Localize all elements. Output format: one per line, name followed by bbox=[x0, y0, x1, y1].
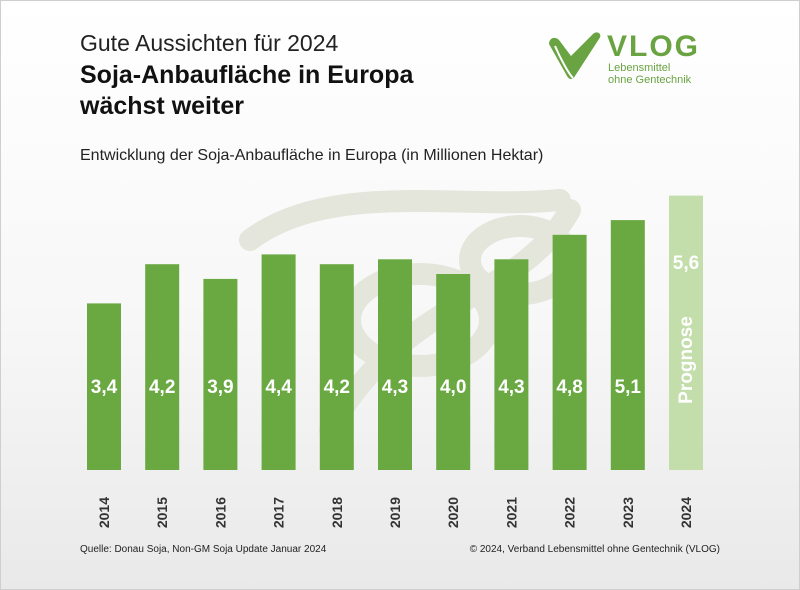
chart-subtitle: Entwicklung der Soja-Anbaufläche in Euro… bbox=[80, 147, 544, 164]
value-label-2021: 4,3 bbox=[498, 377, 524, 398]
logo-name: VLOG bbox=[607, 30, 701, 63]
x-tick-2014: 2014 bbox=[96, 497, 112, 528]
x-tick-2015: 2015 bbox=[154, 497, 170, 528]
value-label-2016: 3,9 bbox=[207, 377, 233, 398]
logo-tagline-line-2: ohne Gentechnik bbox=[608, 74, 692, 86]
headline: Soja-Anbaufläche in Europa wächst weiter bbox=[80, 60, 413, 122]
value-label-2018: 4,2 bbox=[324, 377, 350, 398]
bar-2018 bbox=[319, 264, 354, 470]
bar-2020 bbox=[436, 274, 471, 470]
vlog-check-leaf-icon bbox=[549, 32, 601, 79]
vlog-logo: VLOG Lebensmittel ohne Gentechnik bbox=[545, 30, 715, 86]
value-label-2024: 5,6 bbox=[673, 253, 699, 274]
bar-2016 bbox=[203, 278, 238, 470]
value-label-2014: 3,4 bbox=[91, 377, 118, 398]
bar-2022 bbox=[552, 234, 587, 470]
bar-2023 bbox=[610, 220, 645, 470]
headline-line-1: Soja-Anbaufläche in Europa bbox=[80, 61, 414, 89]
logo-tagline: Lebensmittel ohne Gentechnik bbox=[608, 62, 691, 86]
value-label-2017: 4,4 bbox=[265, 377, 292, 398]
x-tick-2021: 2021 bbox=[503, 497, 519, 528]
value-label-2020: 4,0 bbox=[440, 377, 466, 398]
bar-2024 bbox=[669, 195, 703, 470]
headline-line-2: wächst weiter bbox=[80, 92, 244, 120]
copyright-note: © 2024, Verband Lebensmittel ohne Gentec… bbox=[469, 544, 720, 555]
value-label-2022: 4,8 bbox=[556, 377, 582, 398]
bar-2014 bbox=[87, 303, 121, 470]
value-label-2019: 4,3 bbox=[382, 377, 408, 398]
x-tick-2018: 2018 bbox=[329, 497, 345, 528]
x-tick-2019: 2019 bbox=[387, 497, 403, 528]
x-tick-2016: 2016 bbox=[212, 497, 228, 528]
x-tick-2023: 2023 bbox=[620, 497, 636, 528]
x-tick-2020: 2020 bbox=[445, 497, 461, 528]
value-label-2015: 4,2 bbox=[149, 377, 175, 398]
x-tick-2022: 2022 bbox=[562, 497, 578, 528]
forecast-label: Prognose bbox=[676, 316, 697, 404]
kicker-text: Gute Aussichten für 2024 bbox=[80, 30, 339, 56]
bar-2015 bbox=[145, 264, 180, 470]
bar-2017 bbox=[261, 254, 296, 470]
value-label-2023: 5,1 bbox=[615, 377, 642, 398]
x-tick-2017: 2017 bbox=[271, 497, 287, 528]
logo-tagline-line-1: Lebensmittel bbox=[608, 62, 671, 74]
bar-2019 bbox=[378, 259, 412, 470]
bar-2021 bbox=[494, 259, 529, 470]
x-axis-labels: 2014 2015 2016 2017 2018 2019 2020 2021 2022 2023… bbox=[96, 497, 694, 528]
source-note: Quelle: Donau Soja, Non-GM Soja Update J… bbox=[80, 544, 327, 555]
bars-group: 3,4 4,2 3,9 4,4 4,2 4,3 4,0 4,3 4,8 5,1 5,6 Prognos… bbox=[87, 195, 703, 470]
x-tick-2024: 2024 bbox=[678, 497, 694, 528]
